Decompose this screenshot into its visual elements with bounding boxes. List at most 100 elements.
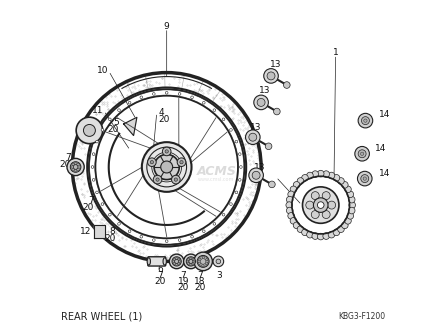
- Circle shape: [187, 261, 189, 263]
- Circle shape: [193, 261, 195, 263]
- Text: 1: 1: [333, 48, 339, 57]
- Text: 8: 8: [110, 227, 116, 236]
- Circle shape: [342, 182, 348, 188]
- Text: 7: 7: [65, 153, 70, 162]
- Circle shape: [307, 231, 313, 238]
- Circle shape: [222, 118, 225, 121]
- Circle shape: [77, 168, 79, 171]
- Circle shape: [108, 118, 111, 121]
- Circle shape: [205, 262, 208, 265]
- Circle shape: [180, 161, 183, 164]
- Circle shape: [361, 117, 369, 125]
- Circle shape: [206, 260, 208, 263]
- Circle shape: [257, 99, 265, 107]
- Circle shape: [153, 239, 155, 241]
- Circle shape: [342, 222, 348, 229]
- Text: 11: 11: [92, 106, 104, 115]
- Circle shape: [165, 150, 168, 153]
- Polygon shape: [94, 225, 105, 238]
- Circle shape: [213, 256, 223, 267]
- Text: 9: 9: [164, 22, 169, 31]
- Circle shape: [140, 96, 143, 99]
- Circle shape: [200, 257, 202, 259]
- Text: 6: 6: [157, 265, 163, 274]
- Circle shape: [118, 222, 120, 225]
- Text: 20: 20: [104, 234, 116, 243]
- Circle shape: [73, 165, 78, 169]
- Text: 7: 7: [157, 271, 163, 280]
- Circle shape: [92, 153, 95, 155]
- Text: REAR WHEEL (1): REAR WHEEL (1): [61, 311, 142, 321]
- Circle shape: [78, 166, 80, 168]
- Text: 14: 14: [379, 110, 390, 119]
- Circle shape: [178, 239, 181, 241]
- Circle shape: [175, 260, 178, 264]
- Circle shape: [323, 171, 330, 177]
- Circle shape: [184, 254, 198, 269]
- Polygon shape: [124, 117, 137, 136]
- Circle shape: [178, 93, 181, 95]
- Circle shape: [358, 113, 373, 128]
- Circle shape: [338, 226, 344, 232]
- Circle shape: [202, 102, 205, 104]
- Circle shape: [95, 191, 98, 194]
- Circle shape: [311, 210, 319, 218]
- Circle shape: [333, 229, 340, 236]
- Text: 7: 7: [197, 271, 202, 280]
- Circle shape: [254, 95, 268, 110]
- Circle shape: [361, 175, 369, 183]
- Circle shape: [235, 140, 238, 143]
- Circle shape: [345, 217, 351, 224]
- Circle shape: [347, 212, 354, 219]
- Circle shape: [323, 233, 330, 239]
- Circle shape: [318, 202, 324, 208]
- Circle shape: [172, 175, 180, 184]
- Circle shape: [204, 257, 206, 259]
- Circle shape: [252, 171, 260, 179]
- Circle shape: [288, 212, 294, 219]
- Circle shape: [142, 142, 191, 192]
- Circle shape: [189, 260, 193, 264]
- Circle shape: [297, 226, 304, 232]
- Circle shape: [348, 196, 355, 203]
- Circle shape: [174, 178, 178, 181]
- Circle shape: [333, 175, 340, 181]
- Circle shape: [355, 147, 369, 161]
- Ellipse shape: [163, 258, 166, 265]
- Circle shape: [286, 202, 293, 208]
- Circle shape: [165, 92, 168, 94]
- Circle shape: [264, 68, 278, 83]
- Text: 7: 7: [180, 271, 186, 280]
- Circle shape: [178, 258, 180, 260]
- Circle shape: [273, 108, 280, 115]
- Circle shape: [286, 196, 293, 203]
- Circle shape: [177, 158, 186, 166]
- Circle shape: [165, 240, 168, 242]
- Circle shape: [213, 222, 216, 225]
- Text: 20: 20: [59, 160, 70, 169]
- Circle shape: [101, 129, 104, 131]
- Circle shape: [74, 162, 77, 165]
- Circle shape: [188, 258, 190, 260]
- Circle shape: [191, 96, 194, 99]
- Text: 14: 14: [379, 169, 390, 178]
- Circle shape: [213, 109, 216, 112]
- Circle shape: [204, 264, 206, 266]
- Circle shape: [178, 261, 181, 263]
- Circle shape: [328, 172, 335, 179]
- Circle shape: [156, 178, 159, 181]
- Text: 13: 13: [269, 60, 281, 69]
- Circle shape: [293, 182, 300, 188]
- Circle shape: [190, 258, 192, 260]
- Circle shape: [364, 119, 367, 122]
- Circle shape: [176, 264, 178, 266]
- Circle shape: [290, 186, 297, 193]
- Circle shape: [284, 82, 290, 88]
- Circle shape: [150, 161, 153, 164]
- Circle shape: [173, 263, 176, 265]
- Text: 20: 20: [83, 203, 94, 212]
- Circle shape: [188, 263, 190, 265]
- Circle shape: [311, 192, 319, 200]
- Circle shape: [101, 203, 104, 205]
- Circle shape: [249, 133, 257, 141]
